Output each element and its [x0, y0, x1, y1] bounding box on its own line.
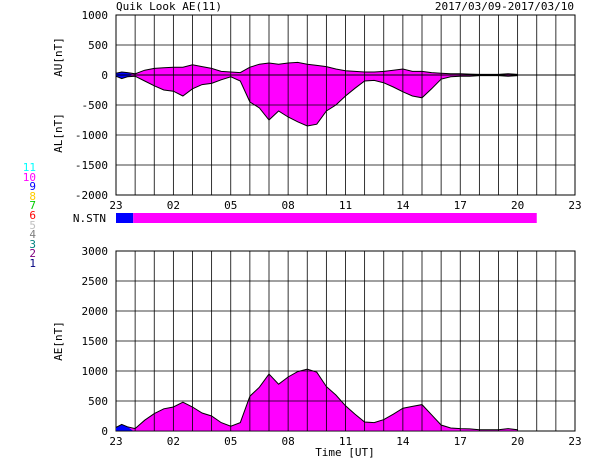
nstn-label: N.STN	[73, 212, 106, 225]
legend-item: 5	[29, 218, 36, 232]
x-tick-label: 23	[109, 435, 122, 448]
series-area-early-AE	[116, 424, 134, 431]
y-tick-label: 1000	[82, 9, 109, 22]
legend-item: 4	[29, 228, 36, 242]
series-line-AU	[115, 61, 518, 75]
x-tick-label: 17	[454, 199, 467, 212]
y-tick-label: 500	[88, 395, 108, 408]
y-axis-label-al: AL[nT]	[52, 113, 65, 153]
date-range: 2017/03/09-2017/03/10	[434, 0, 574, 13]
x-axis-label: Time [UT]	[315, 446, 375, 459]
y-tick-label: -500	[82, 99, 109, 112]
x-tick-label: 05	[224, 199, 237, 212]
x-tick-label: 20	[511, 199, 524, 212]
y-tick-label: 0	[101, 425, 108, 438]
x-tick-label: 08	[282, 199, 295, 212]
x-tick-label: 11	[339, 199, 352, 212]
x-tick-label: 23	[568, 435, 581, 448]
series-area-AL	[116, 75, 518, 126]
legend-item: 6	[29, 208, 36, 222]
x-tick-label: 14	[396, 435, 410, 448]
y-axis-label-au: AU[nT]	[52, 37, 65, 77]
x-tick-label: 14	[396, 199, 410, 212]
x-tick-label: 08	[282, 435, 295, 448]
y-tick-label: -2000	[75, 189, 108, 202]
legend-item: 8	[29, 189, 36, 203]
x-tick-label: 20	[511, 435, 524, 448]
legend-item: 7	[29, 199, 36, 213]
y-tick-label: 1500	[82, 335, 109, 348]
nstn-bar-segment	[116, 213, 134, 223]
y-tick-label: -1000	[75, 129, 108, 142]
x-tick-label: 17	[454, 435, 467, 448]
legend-item: 11	[22, 161, 36, 174]
x-tick-label: 05	[224, 435, 237, 448]
y-tick-label: 2500	[82, 275, 109, 288]
x-tick-label: 02	[167, 199, 180, 212]
legend-item: 10	[22, 170, 36, 184]
y-tick-label: 1000	[82, 365, 109, 378]
y-axis-label-ae: AE[nT]	[52, 321, 65, 361]
y-tick-label: 3000	[82, 245, 109, 258]
series-area-AE	[116, 369, 518, 431]
y-tick-label: 2000	[82, 305, 109, 318]
x-tick-label: 02	[167, 435, 180, 448]
x-tick-label: 23	[109, 199, 122, 212]
x-tick-label: 11	[339, 435, 352, 448]
y-tick-label: 0	[101, 69, 108, 82]
station-legend: 11 10 9 8 7 6 5 4 3 2 1	[16, 161, 36, 270]
series-line-AL	[115, 75, 518, 127]
figure-title: Quik Look AE(11)	[116, 0, 222, 13]
legend-item: 9	[29, 180, 36, 194]
y-tick-label: 500	[88, 39, 108, 52]
legend-item: 3	[29, 237, 36, 251]
y-tick-label: -1500	[75, 159, 108, 172]
legend-item: 1	[29, 256, 36, 270]
nstn-bar-segment	[133, 213, 537, 223]
x-tick-label: 23	[568, 199, 581, 212]
legend-item: 2	[29, 247, 36, 261]
